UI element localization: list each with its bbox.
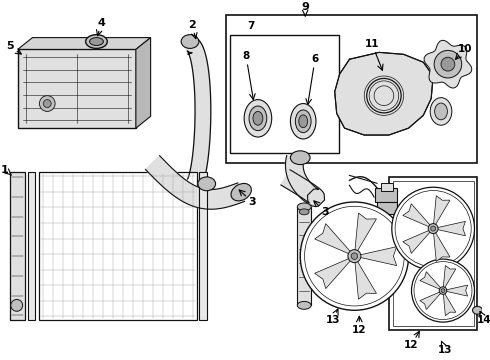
Bar [226,15,477,163]
Polygon shape [18,37,150,49]
Ellipse shape [231,184,251,201]
Polygon shape [281,156,324,207]
Circle shape [431,226,436,231]
Bar [381,183,393,191]
Bar [230,35,339,153]
Text: 5: 5 [6,41,14,51]
Text: 13: 13 [325,315,340,325]
Polygon shape [420,291,443,310]
Ellipse shape [244,100,271,137]
Circle shape [351,253,358,260]
Text: 4: 4 [98,18,105,28]
Text: 11: 11 [365,40,379,49]
Polygon shape [146,156,245,209]
Text: 12: 12 [404,340,419,350]
Polygon shape [443,266,456,291]
Bar [199,172,207,320]
Circle shape [428,224,438,234]
Ellipse shape [435,103,447,120]
Polygon shape [315,256,354,289]
Ellipse shape [297,203,311,211]
Circle shape [300,202,409,310]
Polygon shape [433,221,466,236]
Circle shape [305,206,404,306]
Circle shape [348,249,361,263]
Polygon shape [136,37,150,128]
Polygon shape [443,285,467,296]
Ellipse shape [295,110,311,132]
Polygon shape [403,229,433,253]
Bar [377,202,397,214]
Polygon shape [433,229,450,261]
Circle shape [11,300,23,311]
Ellipse shape [198,177,216,191]
Text: 3: 3 [321,207,329,217]
Polygon shape [182,37,211,186]
Polygon shape [433,195,450,229]
Ellipse shape [291,104,316,139]
Ellipse shape [299,209,309,215]
Circle shape [441,289,445,292]
Ellipse shape [430,98,452,125]
Bar [389,177,477,330]
Bar [393,181,473,326]
Circle shape [439,287,447,294]
Text: 10: 10 [457,44,472,54]
Circle shape [39,96,55,112]
Ellipse shape [299,115,308,128]
Circle shape [395,190,471,267]
Circle shape [412,259,474,322]
Ellipse shape [291,151,310,165]
Ellipse shape [297,301,311,309]
Text: 7: 7 [247,21,255,31]
Text: 9: 9 [301,2,309,12]
Text: 1: 1 [1,165,9,175]
Ellipse shape [181,35,199,49]
Polygon shape [354,247,397,266]
Circle shape [43,100,51,108]
Text: 2: 2 [188,20,196,30]
Text: 8: 8 [243,51,250,61]
Circle shape [434,50,462,78]
Bar [10,172,24,320]
Circle shape [392,187,474,270]
Circle shape [414,262,472,320]
Polygon shape [420,272,443,291]
Text: 3: 3 [248,197,256,207]
Text: 6: 6 [311,54,318,64]
Polygon shape [354,213,376,256]
Polygon shape [354,256,376,299]
Polygon shape [315,224,354,256]
Circle shape [441,57,455,71]
Text: 12: 12 [352,325,367,335]
Polygon shape [443,291,456,316]
Ellipse shape [249,106,267,131]
Ellipse shape [253,112,263,125]
Bar [18,49,136,128]
Polygon shape [403,204,433,229]
Text: 13: 13 [438,345,452,355]
Polygon shape [424,40,472,88]
Bar [375,188,397,202]
Bar [39,172,197,320]
Ellipse shape [472,306,482,314]
Text: 14: 14 [477,315,490,325]
Ellipse shape [86,35,107,49]
Polygon shape [335,52,433,135]
Ellipse shape [90,37,103,45]
Bar [297,207,311,305]
Bar [27,172,35,320]
